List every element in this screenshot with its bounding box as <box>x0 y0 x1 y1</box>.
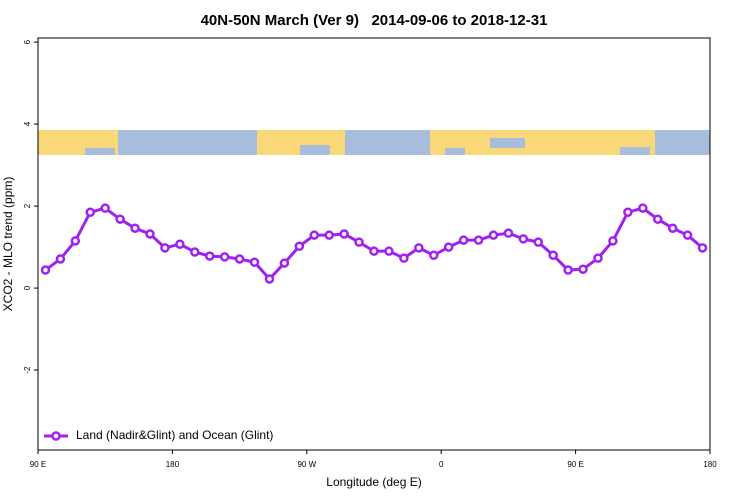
data-point <box>354 237 364 247</box>
data-point <box>234 254 245 264</box>
data-point <box>682 230 693 240</box>
data-point <box>578 264 588 274</box>
data-point <box>55 254 66 264</box>
data-point <box>593 253 603 263</box>
data-point <box>608 236 618 246</box>
x-tick-label: 180 <box>166 460 180 469</box>
data-point <box>503 228 514 238</box>
y-tick-label: 4 <box>23 121 32 126</box>
data-point <box>369 246 379 256</box>
data-point <box>652 214 663 224</box>
x-axis-label: Longitude (deg E) <box>326 475 421 489</box>
series-line <box>44 206 704 282</box>
data-point <box>279 258 290 268</box>
data-point <box>339 229 349 239</box>
data-point <box>160 243 170 253</box>
data-point <box>414 243 424 253</box>
data-point <box>473 235 484 245</box>
data-point <box>697 243 708 253</box>
y-tick-label: 2 <box>23 203 32 208</box>
data-point <box>638 203 648 213</box>
data-point <box>40 265 51 275</box>
data-point <box>443 242 454 252</box>
data-point <box>563 265 573 275</box>
data-point <box>130 223 140 233</box>
data-point <box>115 214 125 224</box>
plot-frame <box>37 37 711 451</box>
data-point <box>294 241 305 252</box>
data-point <box>518 234 529 244</box>
data-point <box>100 203 110 213</box>
data-point <box>548 250 558 261</box>
data-point <box>175 239 185 249</box>
x-tick-label: 0 <box>439 460 444 469</box>
data-point <box>70 236 81 246</box>
data-point <box>384 246 394 256</box>
x-tick-label: 90 E <box>567 460 583 469</box>
data-point <box>204 251 215 261</box>
x-tick-label: 180 <box>703 460 717 469</box>
data-point <box>264 274 275 284</box>
data-point <box>219 252 230 262</box>
data-point <box>85 207 96 217</box>
data-point <box>309 230 320 240</box>
data-point <box>488 230 499 240</box>
legend-label: Land (Nadir&Glint) and Ocean (Glint) <box>76 428 273 442</box>
x-tick-label: 90 E <box>30 460 46 469</box>
data-point <box>533 237 544 247</box>
data-point <box>145 229 155 239</box>
data-point <box>324 230 334 240</box>
chart-title: 40N-50N March (Ver 9) 2014-09-06 to 2018… <box>201 12 548 29</box>
data-point <box>190 247 200 257</box>
data-point <box>399 253 409 263</box>
data-point <box>623 207 633 217</box>
y-axis-label: XCO2 - MLO trend (ppm) <box>1 177 15 312</box>
data-point <box>667 223 678 233</box>
x-tick-label: 90 W <box>297 460 316 469</box>
y-tick-label: 0 <box>23 285 32 290</box>
data-point <box>249 257 260 267</box>
map-strip <box>38 130 710 155</box>
data-point <box>458 235 469 245</box>
data-point <box>428 250 439 261</box>
y-tick-label: 6 <box>23 39 32 44</box>
y-tick-label: -2 <box>23 366 32 374</box>
legend-marker <box>51 431 61 441</box>
